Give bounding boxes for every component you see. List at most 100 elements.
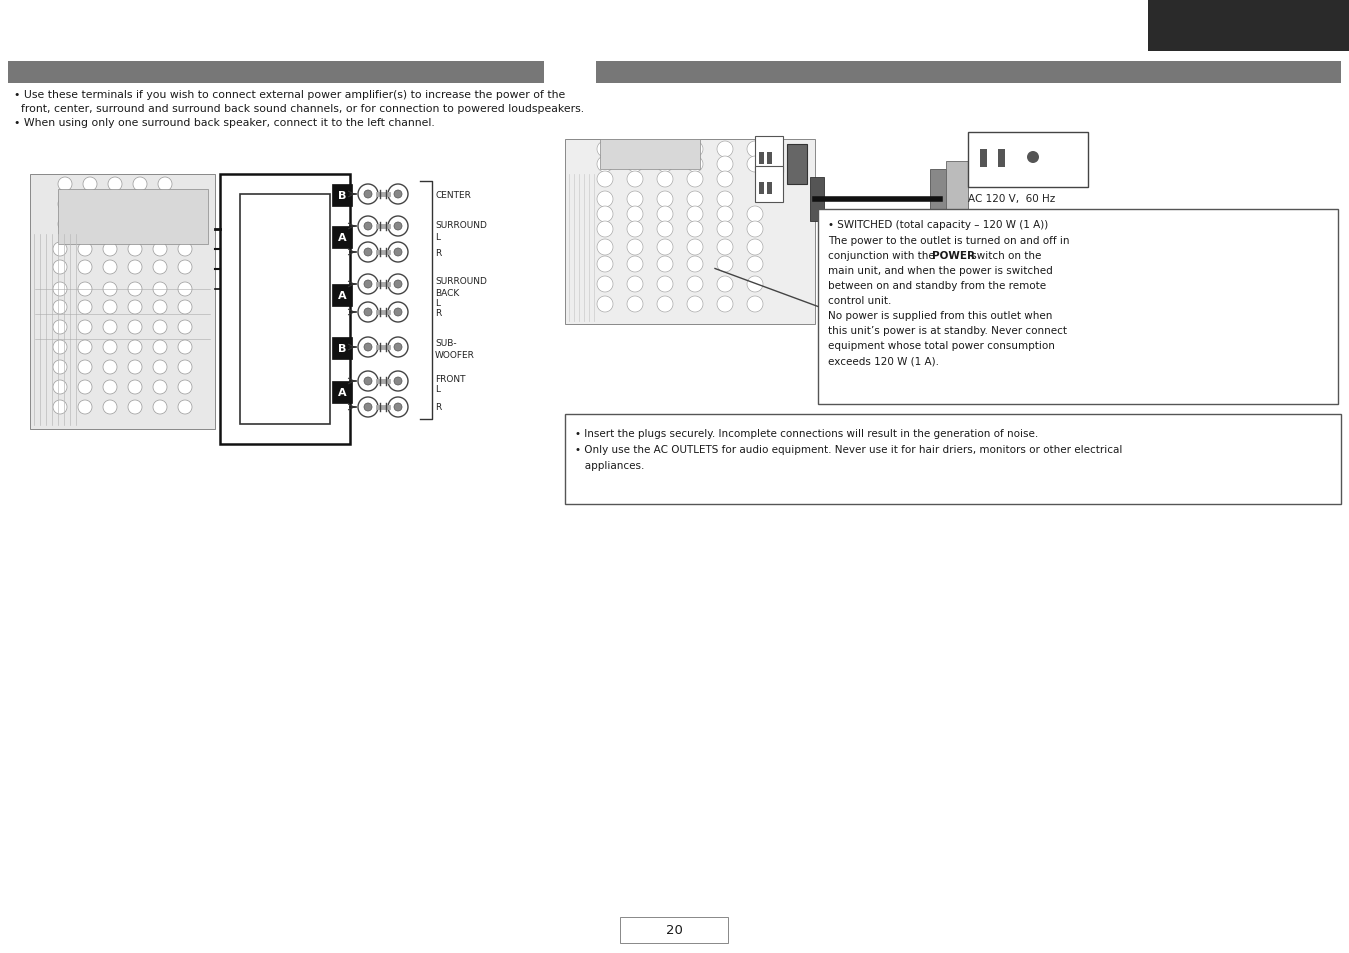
Circle shape [103,340,117,355]
Circle shape [128,301,142,314]
Circle shape [58,198,71,212]
Circle shape [152,261,167,274]
Circle shape [598,256,612,273]
Circle shape [718,276,733,293]
Text: • Only use the AC OUTLETS for audio equipment. Never use it for hair driers, mon: • Only use the AC OUTLETS for audio equi… [575,444,1122,455]
Text: BACK: BACK [434,288,459,297]
Circle shape [53,380,67,395]
Circle shape [178,283,192,296]
Circle shape [134,198,147,212]
Circle shape [78,380,92,395]
Circle shape [657,157,673,172]
Circle shape [178,380,192,395]
Circle shape [394,223,402,231]
Circle shape [53,301,67,314]
Circle shape [389,303,407,323]
Circle shape [128,320,142,335]
Circle shape [394,309,402,316]
Bar [8,62,544,84]
Circle shape [103,400,117,415]
Text: POWER: POWER [932,251,975,261]
Text: conjunction with the: conjunction with the [828,251,938,261]
Circle shape [103,320,117,335]
Circle shape [718,240,733,255]
Circle shape [53,283,67,296]
Text: • SWITCHED (total capacity – 120 W (1 A)): • SWITCHED (total capacity – 120 W (1 A)… [828,220,1048,230]
Bar [332,337,352,359]
Bar [809,178,824,222]
Circle shape [364,223,372,231]
Circle shape [152,360,167,375]
Circle shape [128,283,142,296]
Bar [786,145,807,185]
Circle shape [152,380,167,395]
Circle shape [152,283,167,296]
Circle shape [394,281,402,289]
Circle shape [598,240,612,255]
Bar [596,62,1341,84]
Circle shape [747,276,764,293]
Circle shape [394,377,402,386]
Text: switch on the: switch on the [969,251,1041,261]
Circle shape [178,301,192,314]
Circle shape [627,142,643,158]
Circle shape [78,243,92,256]
Circle shape [357,372,378,392]
Circle shape [53,261,67,274]
Text: between on and standby from the remote: between on and standby from the remote [828,281,1045,291]
Text: • Use these terminals if you wish to connect external power amplifier(s) to incr: • Use these terminals if you wish to con… [13,90,565,100]
Circle shape [158,178,173,192]
Circle shape [657,142,673,158]
Circle shape [357,216,378,236]
Bar [220,174,349,444]
Circle shape [364,309,372,316]
Text: L: L [434,385,440,395]
Circle shape [598,222,612,237]
Text: • Insert the plugs securely. Incomplete connections will result in the generatio: • Insert the plugs securely. Incomplete … [575,429,1039,438]
Circle shape [627,222,643,237]
Circle shape [657,207,673,223]
Bar [817,210,1338,405]
Circle shape [687,207,703,223]
Bar [768,152,772,165]
Circle shape [357,337,378,357]
Circle shape [357,185,378,205]
Circle shape [108,178,121,192]
Circle shape [598,172,612,188]
Circle shape [178,243,192,256]
Circle shape [389,397,407,417]
Circle shape [78,320,92,335]
Bar [58,190,208,245]
Circle shape [687,192,703,208]
Circle shape [718,207,733,223]
Circle shape [84,178,97,192]
Circle shape [747,142,764,158]
Circle shape [364,377,372,386]
Text: exceeds 120 W (1 A).: exceeds 120 W (1 A). [828,355,939,366]
Circle shape [103,360,117,375]
Circle shape [108,218,121,232]
Circle shape [747,296,764,313]
Circle shape [152,243,167,256]
Circle shape [103,243,117,256]
Circle shape [78,283,92,296]
Text: front, center, surround and surround back sound channels, or for connection to p: front, center, surround and surround bac… [13,104,584,113]
Circle shape [58,178,71,192]
Circle shape [389,243,407,263]
Circle shape [58,218,71,232]
Circle shape [1027,152,1039,164]
Circle shape [103,301,117,314]
Bar [768,183,772,194]
Text: No power is supplied from this outlet when: No power is supplied from this outlet wh… [828,311,1052,320]
Text: AC 120 V,  60 Hz: AC 120 V, 60 Hz [969,193,1055,204]
Circle shape [627,207,643,223]
Text: L: L [434,299,440,308]
Circle shape [389,372,407,392]
Text: equipment whose total power consumption: equipment whose total power consumption [828,340,1055,351]
Circle shape [78,261,92,274]
Circle shape [364,344,372,352]
Bar [759,183,764,194]
Circle shape [657,222,673,237]
Bar [332,185,352,207]
Text: A: A [337,291,347,301]
